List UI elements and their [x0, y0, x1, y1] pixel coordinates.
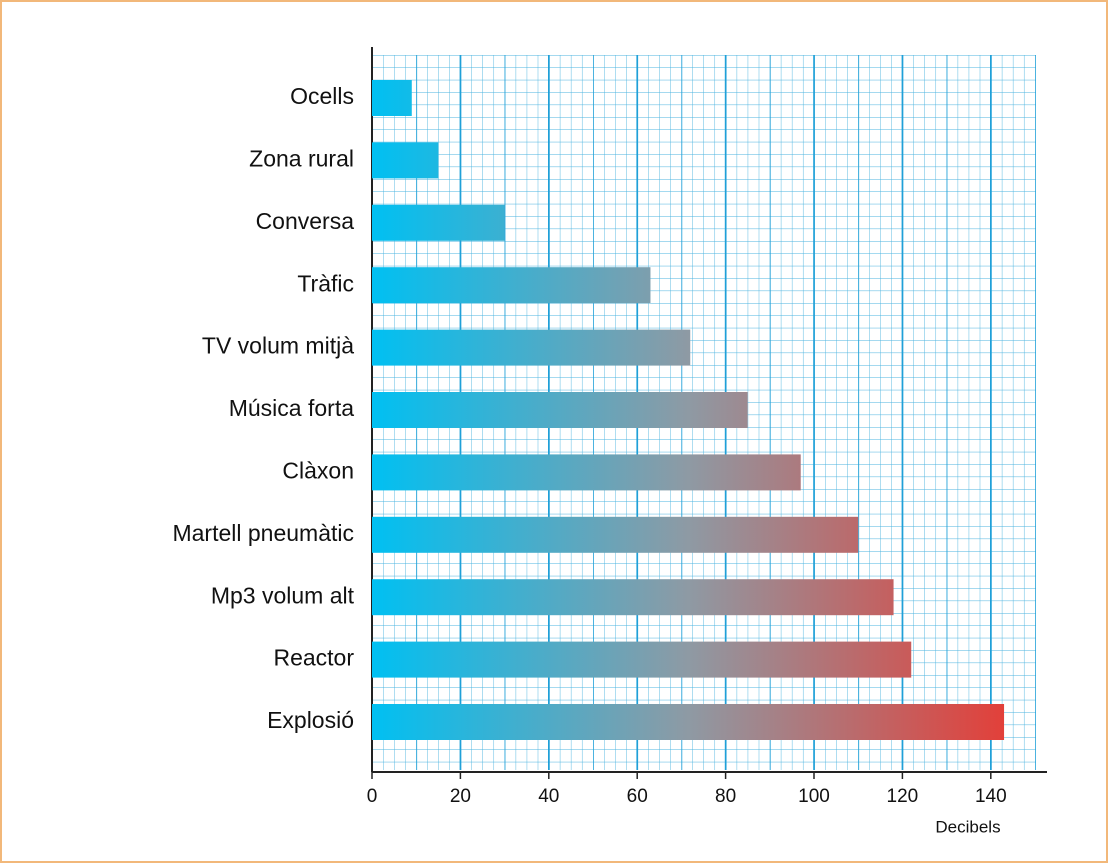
category-label: Reactor — [273, 645, 354, 671]
x-tick-label: 140 — [975, 786, 1007, 807]
category-label: Música forta — [229, 395, 354, 421]
x-tick-label: 120 — [887, 786, 919, 807]
category-label: Martell pneumàtic — [172, 520, 354, 546]
bar — [372, 205, 505, 241]
bar — [372, 267, 650, 303]
category-label: TV volum mitjà — [202, 333, 354, 359]
bar — [372, 454, 801, 490]
bar — [372, 80, 412, 116]
bar — [372, 642, 911, 678]
x-tick-label: 100 — [798, 786, 830, 807]
category-label: Zona rural — [249, 145, 354, 171]
x-tick-label: 80 — [715, 786, 736, 807]
chart: Decibels 0 20 40 60 80 100 120 140 Ocells Zona ru… — [0, 0, 1108, 863]
bar — [372, 142, 438, 178]
x-axis-label: Decibels — [935, 817, 1000, 836]
bar — [372, 517, 858, 553]
category-label: Ocells — [290, 83, 354, 109]
bar — [372, 330, 690, 366]
bar — [372, 704, 1004, 740]
category-label: Mp3 volum alt — [211, 582, 355, 608]
category-label: Conversa — [256, 208, 355, 234]
category-label: Clàxon — [282, 457, 354, 483]
x-tick-label: 20 — [450, 786, 471, 807]
x-tick-label: 0 — [367, 786, 378, 807]
x-tick-label: 60 — [627, 786, 648, 807]
bar — [372, 579, 894, 615]
category-label: Explosió — [267, 707, 354, 733]
x-tick-label: 40 — [538, 786, 559, 807]
category-label: Tràfic — [297, 270, 354, 296]
bar — [372, 392, 748, 428]
